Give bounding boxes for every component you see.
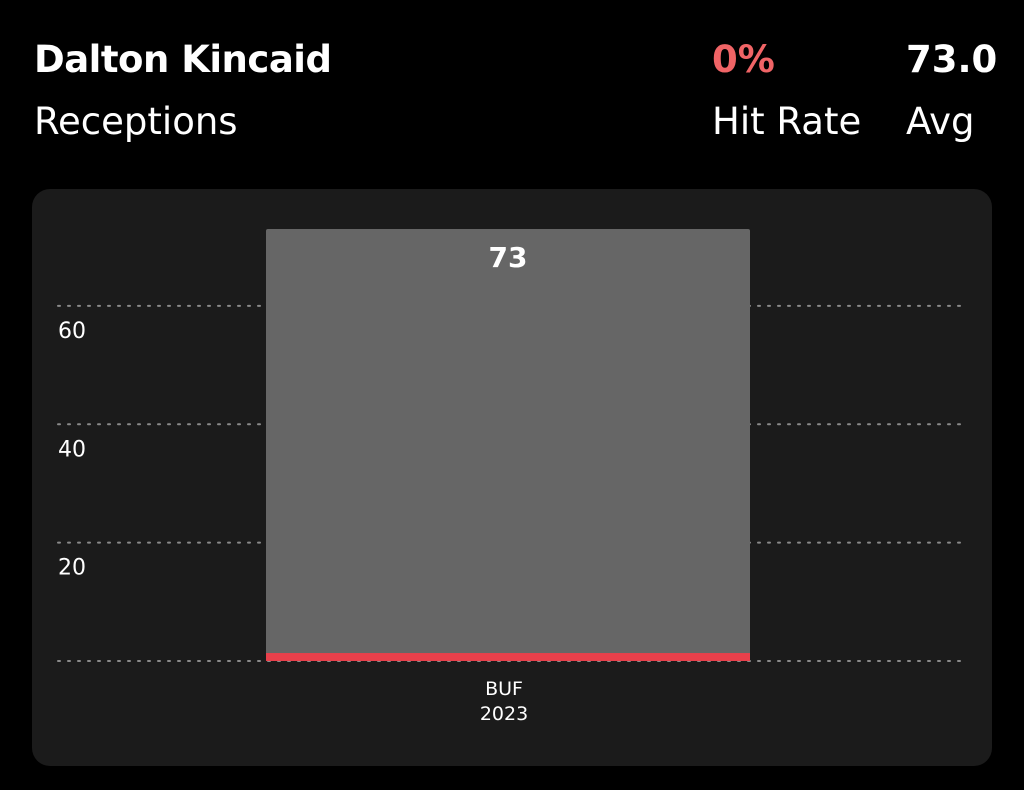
- y-tick-label: 40: [58, 437, 86, 462]
- bar-value-label: 73: [489, 241, 528, 274]
- labels: 20 40 60 73 BUF 2023: [58, 241, 528, 725]
- y-tick-label: 60: [58, 319, 86, 344]
- average-label: Avg: [906, 100, 975, 143]
- average-value: 73.0: [906, 38, 998, 81]
- player-name: Dalton Kincaid: [34, 38, 332, 81]
- category-year-label: 2023: [480, 703, 528, 725]
- stat-type-label: Receptions: [34, 100, 238, 143]
- hit-rate-value: 0%: [712, 38, 775, 81]
- gridlines: [57, 304, 967, 662]
- line-marker: [266, 653, 750, 661]
- chart-panel: 20 40 60 73 BUF 2023: [32, 189, 992, 766]
- y-tick-label: 20: [58, 556, 86, 581]
- bars[interactable]: [266, 229, 750, 661]
- hit-rate-label: Hit Rate: [712, 100, 862, 143]
- category-team-label: BUF: [485, 678, 523, 700]
- bar-chart: 20 40 60 73 BUF 2023: [57, 229, 967, 725]
- bar-buf[interactable]: [266, 229, 750, 661]
